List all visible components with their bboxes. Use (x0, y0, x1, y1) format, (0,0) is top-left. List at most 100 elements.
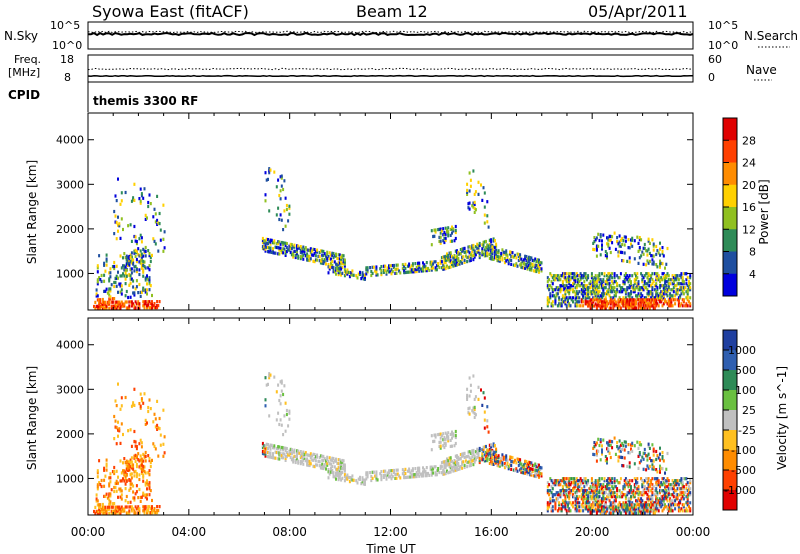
velocity-cell (424, 474, 427, 478)
power-cell (656, 288, 659, 292)
velocity-cell (655, 483, 658, 487)
power-cell (594, 238, 597, 242)
power-cell (621, 286, 624, 290)
velocity-cell (521, 471, 524, 475)
velocity-cell (137, 507, 140, 511)
power-cell (637, 261, 640, 265)
power-cell (558, 288, 561, 292)
power-cell (641, 286, 644, 290)
power-cell (585, 278, 588, 282)
velocity-cell (595, 485, 598, 489)
velocity-cell (641, 483, 644, 487)
power-cell (350, 271, 353, 275)
velocity-cell (438, 440, 441, 444)
velocity-cell (456, 456, 458, 460)
power-cell (651, 298, 654, 302)
power-cell (497, 259, 500, 263)
power-cell (568, 278, 571, 282)
velocity-cell (487, 451, 490, 455)
velocity-cell (606, 509, 608, 513)
power-cell (439, 259, 442, 263)
velocity-cell (674, 479, 677, 483)
power-cell (637, 284, 640, 288)
power-cell (119, 284, 122, 288)
power-cell (667, 274, 670, 278)
power-cell (551, 276, 554, 280)
power-cell (648, 259, 651, 263)
power-cell (630, 298, 632, 302)
power-cell (486, 200, 489, 204)
power-cell (679, 304, 682, 308)
velocity-cell (105, 511, 108, 515)
velocity-cell (119, 511, 122, 515)
velocity-cell (338, 458, 341, 462)
velocity-cell (656, 491, 659, 495)
colorbar-tick-label: -25 (738, 424, 756, 437)
power-cell (340, 261, 343, 265)
velocity-cell (592, 505, 595, 509)
velocity-cell (546, 481, 549, 485)
power-cell (337, 263, 340, 267)
velocity-cell (482, 457, 485, 461)
power-cell (597, 298, 600, 302)
velocity-cell (593, 491, 596, 495)
power-cell (677, 278, 680, 282)
power-cell (529, 264, 532, 268)
velocity-cell (593, 485, 596, 489)
velocity-cell (128, 463, 131, 468)
power-cell (630, 284, 632, 288)
power-cell (139, 249, 142, 253)
power-cell (476, 246, 479, 250)
power-cell (108, 306, 111, 310)
velocity-cell (417, 466, 419, 470)
velocity-cell (132, 403, 135, 407)
velocity-cell (135, 473, 138, 477)
velocity-cell (524, 471, 527, 475)
power-cell (115, 264, 118, 268)
power-cell (154, 306, 157, 310)
velocity-cell (423, 468, 426, 472)
velocity-cell (551, 495, 554, 499)
velocity-cell (122, 509, 124, 513)
power-cell (404, 266, 407, 271)
power-cell (330, 265, 332, 269)
velocity-cell (519, 462, 522, 466)
power-cell (669, 300, 672, 304)
power-cell (638, 286, 641, 290)
power-cell (139, 290, 142, 294)
power-cell (670, 288, 673, 292)
power-cell (488, 252, 491, 256)
power-cell (652, 262, 655, 266)
power-cell (624, 276, 627, 280)
power-cell (446, 256, 448, 260)
power-cell (592, 241, 595, 245)
velocity-cell (449, 470, 452, 474)
velocity-cell (386, 471, 389, 475)
velocity-cell (624, 505, 627, 509)
velocity-cell (602, 483, 605, 487)
velocity-cell (483, 453, 486, 457)
velocity-cell (665, 485, 668, 489)
power-cell (664, 266, 666, 270)
power-cell (114, 276, 117, 280)
power-cell (556, 304, 559, 308)
velocity-cell (118, 507, 121, 511)
power-cell (580, 300, 583, 304)
power-cell (149, 302, 152, 306)
power-cell (290, 243, 293, 247)
power-cell (603, 302, 606, 306)
power-cell (428, 268, 431, 272)
velocity-cell (674, 503, 677, 507)
velocity-cell (648, 446, 651, 450)
power-cell (442, 227, 445, 231)
power-cell (559, 288, 562, 292)
velocity-cell (464, 459, 467, 463)
power-cell (287, 248, 290, 252)
velocity-cell (342, 459, 345, 463)
velocity-cell (585, 499, 588, 503)
power-cell (570, 284, 573, 288)
nsky-tick-bottom: 10^0 (52, 39, 82, 52)
velocity-cell (598, 501, 601, 505)
velocity-cell (443, 437, 446, 442)
velocity-cell (274, 450, 277, 454)
